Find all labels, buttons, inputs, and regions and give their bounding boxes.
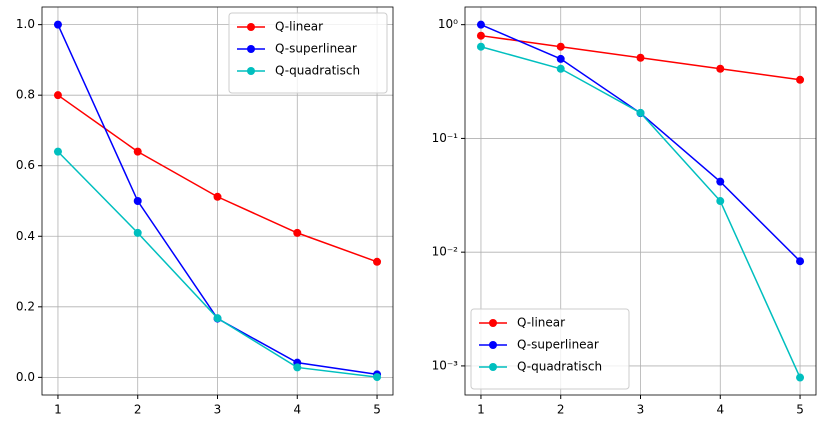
point xyxy=(133,228,142,237)
y-tick-label: 0.4 xyxy=(16,229,35,243)
legend-box xyxy=(470,308,630,390)
x-tick-label: 5 xyxy=(796,403,804,417)
legend-marker xyxy=(489,319,497,327)
point xyxy=(53,147,62,156)
y-tick-label: 0.2 xyxy=(16,299,35,313)
x-tick-label: 1 xyxy=(54,403,62,417)
x-tick-label: 2 xyxy=(134,403,142,417)
point xyxy=(373,257,382,266)
y-tick-label: 0.6 xyxy=(16,158,35,172)
legend-box xyxy=(228,12,388,94)
axes-frame xyxy=(464,6,817,396)
axes-frame xyxy=(41,6,394,396)
y-tick-label: 10⁻¹ xyxy=(432,131,459,145)
point xyxy=(53,20,62,29)
point xyxy=(796,75,805,84)
point xyxy=(556,54,565,63)
point xyxy=(716,64,725,73)
legend-label: Q-quadratisch xyxy=(275,64,360,78)
legend-label: Q-superlinear xyxy=(275,42,357,56)
y-tick-label: 0.0 xyxy=(16,370,35,384)
point xyxy=(716,177,725,186)
point xyxy=(213,314,222,323)
point xyxy=(293,228,302,237)
point xyxy=(476,42,485,51)
y-tick-label: 1.0 xyxy=(16,17,35,31)
point xyxy=(213,192,222,201)
legend-marker xyxy=(247,45,255,53)
y-tick-label: 10⁻³ xyxy=(432,358,459,372)
point xyxy=(293,363,302,372)
y-tick-label: 10⁰ xyxy=(438,17,458,31)
point xyxy=(373,373,382,382)
point xyxy=(476,20,485,29)
point xyxy=(476,31,485,40)
y-tick-label: 0.8 xyxy=(16,88,35,102)
legend-marker xyxy=(489,363,497,371)
x-tick-label: 2 xyxy=(557,403,565,417)
legend-label: Q-linear xyxy=(275,20,323,34)
x-tick-label: 4 xyxy=(293,403,301,417)
point xyxy=(636,108,645,117)
point xyxy=(636,53,645,62)
x-tick-label: 3 xyxy=(637,403,645,417)
legend-label: Q-linear xyxy=(517,316,565,330)
point xyxy=(796,373,805,382)
legend-label: Q-superlinear xyxy=(517,338,599,352)
legend-marker xyxy=(247,23,255,31)
point xyxy=(133,197,142,205)
point xyxy=(716,197,725,206)
y-tick-label: 10⁻² xyxy=(432,245,459,259)
legend-label: Q-quadratisch xyxy=(517,360,602,374)
point xyxy=(796,257,805,266)
legend-marker xyxy=(247,67,255,75)
legend-marker xyxy=(489,341,497,349)
point xyxy=(53,91,62,100)
x-tick-label: 5 xyxy=(373,403,381,417)
point xyxy=(556,42,565,51)
point xyxy=(556,64,565,73)
x-tick-label: 3 xyxy=(214,403,222,417)
point xyxy=(133,147,142,156)
x-tick-label: 1 xyxy=(477,403,485,417)
x-tick-label: 4 xyxy=(716,403,724,417)
